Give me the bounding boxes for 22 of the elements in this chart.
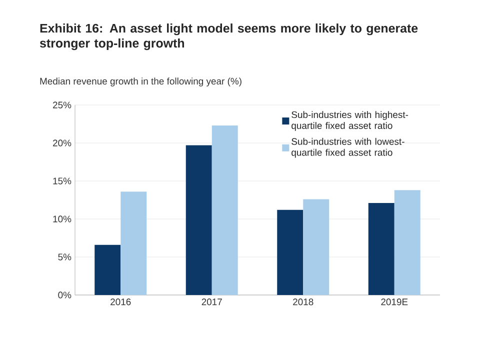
bar <box>186 145 212 295</box>
bar <box>368 203 394 295</box>
chart-title: Exhibit 16: An asset light model seems more likely to generate stronger top-line growth <box>40 24 418 50</box>
y-tick-label: 10% <box>53 216 72 222</box>
x-tick-label: 2019E <box>381 298 408 306</box>
y-axis-title: Median revenue growth in the following year (%) <box>40 78 242 86</box>
y-tick-label: 0% <box>58 292 72 298</box>
bar <box>94 244 121 295</box>
legend-label: Sub-industries with highest-quartile fixed asset ratio <box>292 111 408 131</box>
x-tick-label: 2016 <box>110 298 131 306</box>
bar <box>120 192 147 295</box>
bar <box>277 210 304 295</box>
legend-label: Sub-industries with lowest-quartile fixed asset ratio <box>292 138 404 158</box>
y-tick-label: 25% <box>53 102 72 108</box>
y-tick-label: 15% <box>53 178 72 184</box>
bar <box>212 126 238 295</box>
y-tick-label: 20% <box>53 140 72 146</box>
bar <box>303 199 330 295</box>
x-tick-label: 2018 <box>293 298 314 306</box>
x-tick-label: 2017 <box>202 298 222 306</box>
y-tick-label: 5% <box>58 254 72 260</box>
bar <box>394 190 420 295</box>
